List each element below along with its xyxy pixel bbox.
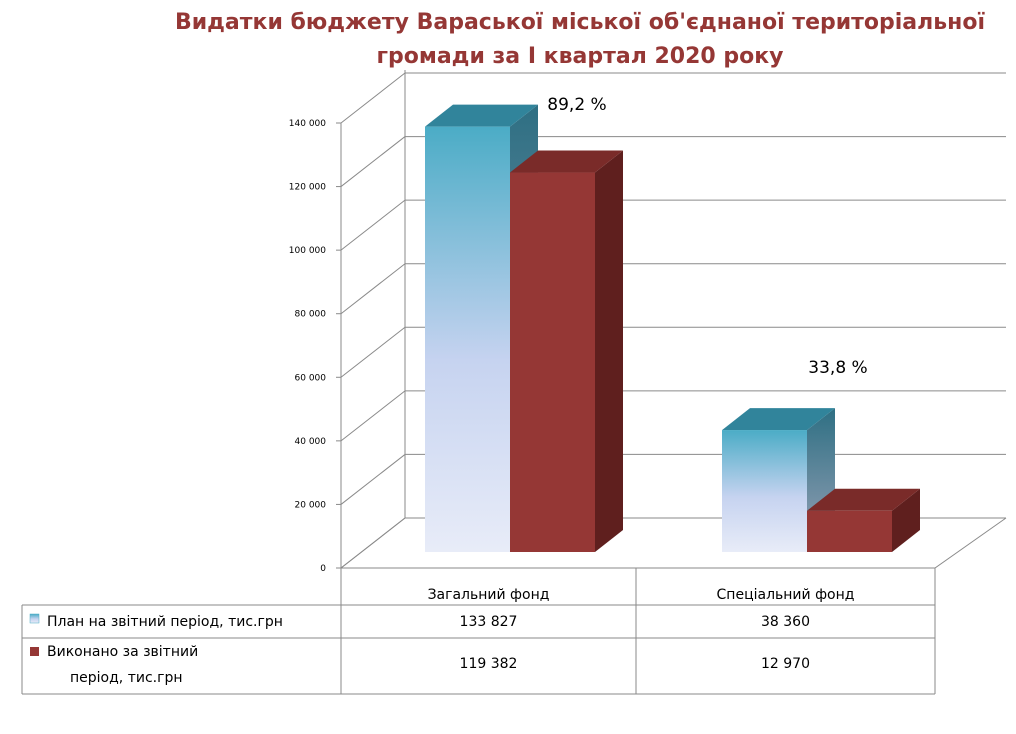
bar-top [807,488,920,511]
row-label-plan: План на звітний період, тис.грн [47,614,283,630]
category-label-1: Спеціальний фонд [717,587,855,603]
y-tick-label-7: 140 000 [289,119,326,129]
percent-label-0: 89,2 % [547,95,606,115]
data-table: Загальний фонд Спеціальний фонд План на зв… [21,568,936,695]
gridline-side-0 [340,517,406,569]
category-label-0: Загальний фонд [428,587,550,603]
percent-labels: 89,2 % 33,8 % [547,95,867,378]
chart-title-line-1: Видатки бюджету Вараської міської об'єдн… [174,10,986,35]
gridline-side-4 [340,263,406,315]
gridline-side-2 [340,390,406,442]
y-tick-label-3: 60 000 [295,373,327,383]
percent-label-1: 33,8 % [808,358,867,378]
y-tick-label-2: 40 000 [295,437,327,447]
chart-title-line-2: громади за І квартал 2020 року [376,44,784,69]
cell-plan-0: 133 827 [460,614,518,630]
bar-top [510,150,623,173]
bar-plan-1 [722,408,835,552]
row-label-actual-line-2: період, тис.грн [70,670,183,686]
y-tick-label-0: 0 [320,564,326,574]
legend-swatch-actual [30,647,39,656]
y-tick-label-5: 100 000 [289,246,326,256]
row-label-actual-line-1: Виконано за звітний [47,644,198,660]
bar-top [425,104,538,127]
bar-front [510,172,595,553]
legend-swatch-plan [29,613,40,624]
y-axis-ticks: 0 20 000 40 000 60 000 80 000 100 000 120 000 1… [289,119,326,574]
cell-actual-1: 12 970 [761,656,810,672]
gridline-side-7 [340,72,406,124]
bar-front [425,126,510,552]
bar-front [807,510,892,552]
bar-side [595,150,623,553]
gridline-side-3 [340,326,406,378]
bar-actual-0 [510,150,623,553]
cell-plan-1: 38 360 [761,614,810,630]
gridline-side-6 [340,136,406,187]
bar-side [892,488,920,552]
gridline-side-5 [340,199,406,251]
bar-top [722,408,835,431]
y-tick-label-4: 80 000 [295,310,327,320]
chart-title: Видатки бюджету Вараської міської об'єдн… [150,6,1010,74]
bar-front [722,430,807,552]
cell-actual-0: 119 382 [460,656,518,672]
gridline-side-1 [340,454,406,505]
bars [425,104,920,553]
y-tick-label-6: 120 000 [289,183,326,193]
y-tick-label-1: 20 000 [295,500,327,510]
bar-actual-1 [807,488,920,552]
